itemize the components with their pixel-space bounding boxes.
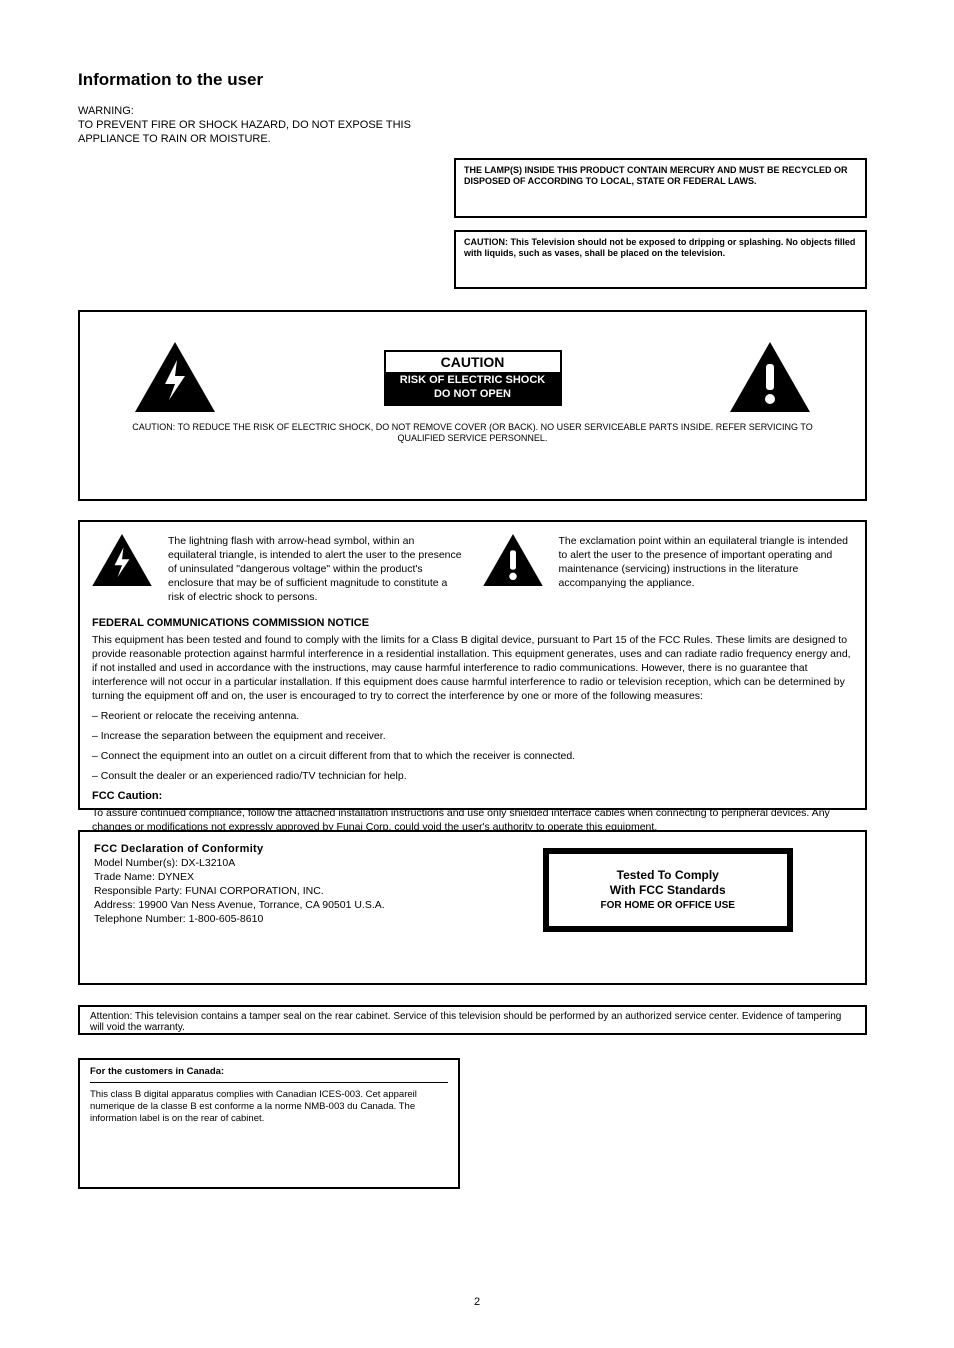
title-block: Information to the user WARNING: TO PREV… xyxy=(78,70,438,146)
model-label: Model Number(s): xyxy=(94,857,178,869)
fcc-declaration-panel: FCC Declaration of Conformity Model Numb… xyxy=(78,830,867,985)
shock-caution-text: CAUTION: TO REDUCE THE RISK OF ELECTRIC … xyxy=(80,422,865,444)
tested-line1: Tested To Comply xyxy=(617,868,719,883)
fcc-bullet-2: – Increase the separation between the eq… xyxy=(92,729,853,743)
fcc-bullet-3: – Connect the equipment into an outlet o… xyxy=(92,749,853,763)
caution-badge-line3: DO NOT OPEN xyxy=(386,388,560,404)
moisture-caution-box: CAUTION: This Television should not be e… xyxy=(454,230,867,289)
canada-text: This class B digital apparatus complies … xyxy=(90,1089,448,1125)
fcc-caution-heading: FCC Caution: xyxy=(92,789,853,803)
attention-bar: Attention: This television contains a ta… xyxy=(78,1005,867,1035)
addr-value: 19900 Van Ness Avenue, Torrance, CA 9050… xyxy=(138,899,384,911)
brand-label: Trade Name: xyxy=(94,871,155,883)
fcc-bullet-1: – Reorient or relocate the receiving ant… xyxy=(92,709,853,723)
lightning-icon xyxy=(135,342,215,417)
caution-badge-line2: RISK OF ELECTRIC SHOCK xyxy=(386,372,560,388)
lightning-explanation: The lightning flash with arrow-head symb… xyxy=(168,534,463,604)
brand-value: DYNEX xyxy=(158,871,194,883)
addr-label: Address: xyxy=(94,899,135,911)
resp-value: FUNAI CORPORATION, INC. xyxy=(185,885,324,897)
attention-text: Attention: This television contains a ta… xyxy=(90,1011,841,1033)
mercury-warning-box: THE LAMP(S) INSIDE THIS PRODUCT CONTAIN … xyxy=(454,158,867,218)
fcc-notice-heading: FEDERAL COMMUNICATIONS COMMISSION NOTICE xyxy=(92,616,853,630)
page-number: 2 xyxy=(474,1296,480,1308)
info-heading: Information to the user xyxy=(78,70,438,90)
tested-line3: FOR HOME OR OFFICE USE xyxy=(601,898,735,913)
shock-caution-panel: CAUTION RISK OF ELECTRIC SHOCK DO NOT OP… xyxy=(78,310,867,501)
fcc-notice-p1: This equipment has been tested and found… xyxy=(92,633,853,703)
tel-value: 1-800-605-8610 xyxy=(189,913,264,925)
warning-heading: WARNING: xyxy=(78,104,438,118)
tested-to-comply-badge: Tested To Comply With FCC Standards FOR … xyxy=(543,848,793,932)
fcc-decl-heading: FCC Declaration of Conformity xyxy=(94,842,461,856)
mercury-warning-text: THE LAMP(S) INSIDE THIS PRODUCT CONTAIN … xyxy=(464,165,848,186)
canada-heading: For the customers in Canada: xyxy=(90,1066,448,1078)
resp-label: Responsible Party: xyxy=(94,885,182,897)
canada-box: For the customers in Canada: This class … xyxy=(78,1058,460,1189)
canada-divider xyxy=(90,1082,448,1083)
caution-badge: CAUTION RISK OF ELECTRIC SHOCK DO NOT OP… xyxy=(384,350,562,406)
moisture-caution-text: CAUTION: This Television should not be e… xyxy=(464,237,855,258)
caution-badge-line1: CAUTION xyxy=(386,352,560,372)
warning-text: TO PREVENT FIRE OR SHOCK HAZARD, DO NOT … xyxy=(78,118,438,146)
exclamation-icon xyxy=(730,342,810,417)
lightning-icon-small xyxy=(92,534,158,604)
explanation-panel: The lightning flash with arrow-head symb… xyxy=(78,520,867,810)
model-value: DX-L3210A xyxy=(181,857,235,869)
fcc-bullet-4: – Consult the dealer or an experienced r… xyxy=(92,769,853,783)
tel-label: Telephone Number: xyxy=(94,913,186,925)
exclamation-explanation: The exclamation point within an equilate… xyxy=(559,534,854,604)
exclamation-icon-small xyxy=(483,534,549,604)
tested-line2: With FCC Standards xyxy=(610,883,726,898)
